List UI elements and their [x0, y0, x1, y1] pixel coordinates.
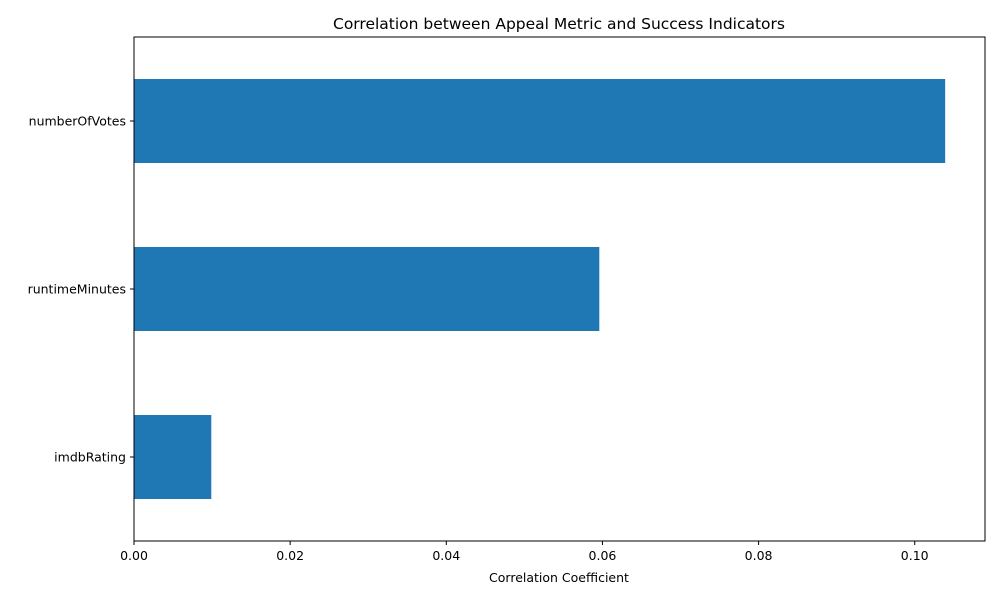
y-tick-label: imdbRating	[54, 450, 126, 465]
x-tick-label: 0.00	[120, 548, 148, 563]
y-tick-label: numberOfVotes	[29, 114, 126, 129]
x-tick-label: 0.08	[745, 548, 773, 563]
x-tick-label: 0.10	[901, 548, 929, 563]
x-tick-label: 0.02	[276, 548, 304, 563]
bar-numberOfVotes	[134, 79, 946, 163]
x-tick-label: 0.04	[432, 548, 460, 563]
bar-runtimeMinutes	[134, 247, 600, 331]
x-axis-label: Correlation Coefficient	[489, 570, 629, 585]
bar-imdbRating	[134, 415, 212, 499]
axes-layer: imdbRating runtimeMinutes numberOfVotes 0.0…	[28, 36, 986, 563]
x-tick-label: 0.06	[589, 548, 617, 563]
chart-title: Correlation between Appeal Metric and Su…	[333, 15, 785, 33]
y-tick-label: runtimeMinutes	[28, 282, 126, 297]
bars-layer	[134, 79, 946, 499]
plot-frame	[133, 36, 986, 542]
